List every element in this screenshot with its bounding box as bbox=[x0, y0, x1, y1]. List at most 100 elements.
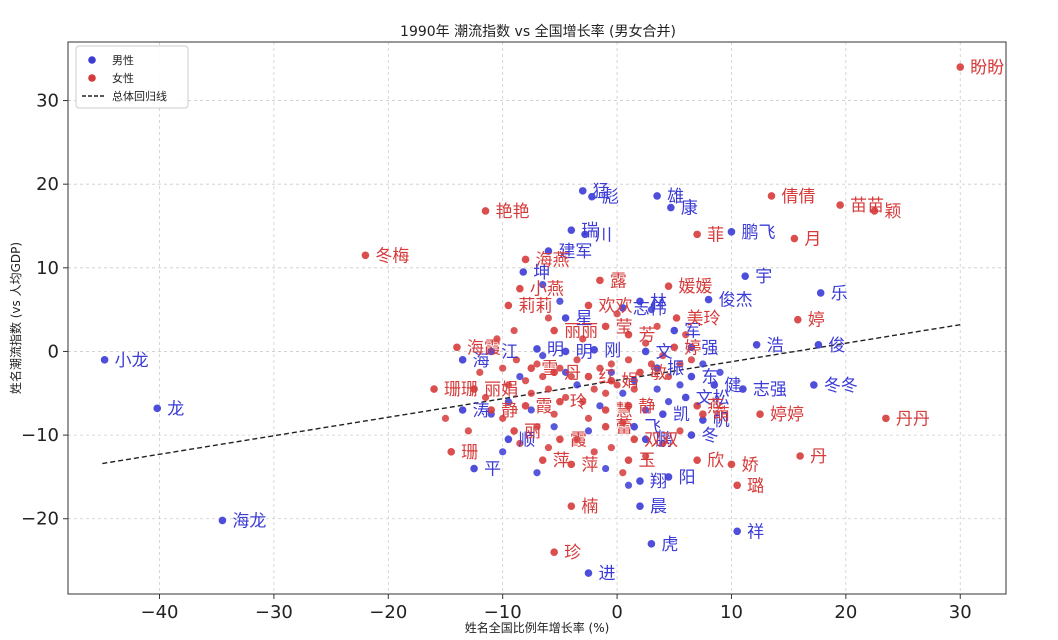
point-label: 盼盼 bbox=[970, 58, 1004, 78]
point-label: 明 bbox=[576, 342, 593, 362]
point-label: 海龙 bbox=[232, 511, 266, 531]
point-label: 婷 bbox=[684, 338, 701, 358]
scatter-point bbox=[516, 372, 524, 381]
point-label: 平 bbox=[484, 460, 501, 480]
point-label: 敏 bbox=[650, 363, 667, 383]
point-label: 丽 bbox=[524, 422, 541, 442]
legend-marker bbox=[88, 74, 96, 82]
x-tick-label: −30 bbox=[255, 602, 293, 623]
scatter-point bbox=[499, 448, 507, 456]
scatter-point bbox=[218, 516, 227, 525]
scatter-point bbox=[630, 377, 638, 385]
point-label: 志强 bbox=[753, 380, 787, 400]
point-label: 丹丹 bbox=[896, 409, 930, 429]
scatter-point bbox=[624, 356, 633, 364]
scatter-point bbox=[516, 439, 524, 448]
scatter-point bbox=[641, 435, 650, 444]
grid bbox=[68, 42, 1006, 594]
point-label: 海 bbox=[473, 351, 490, 371]
point-label: 星 bbox=[576, 309, 593, 329]
point-label: 浩 bbox=[767, 336, 784, 356]
scatter-point bbox=[676, 381, 684, 389]
scatter-point bbox=[556, 364, 564, 372]
point-label: 霞 bbox=[570, 430, 587, 450]
point-label: 丽娟 bbox=[484, 380, 518, 400]
scatter-point bbox=[584, 414, 593, 422]
scatter-point bbox=[727, 460, 736, 469]
scatter-point bbox=[499, 414, 507, 422]
x-tick-label: −20 bbox=[369, 602, 407, 623]
scatter-point bbox=[521, 402, 530, 410]
y-axis-label: 姓名潮流指数 (vs 人均GDP) bbox=[8, 242, 23, 394]
point-label: 娇 bbox=[741, 455, 758, 475]
scatter-point bbox=[556, 397, 564, 406]
scatter-point bbox=[567, 226, 576, 234]
scatter-point bbox=[544, 385, 553, 393]
point-label: 倩倩 bbox=[782, 187, 816, 207]
point-label: 鹏 bbox=[656, 430, 673, 450]
scatter-point bbox=[584, 427, 593, 435]
point-label: 玲 bbox=[570, 393, 587, 413]
scatter-point bbox=[653, 322, 661, 330]
point-label: 健 bbox=[724, 376, 741, 396]
x-tick-label: −10 bbox=[484, 602, 522, 623]
point-label: 红 bbox=[598, 368, 615, 388]
point-label: 艳艳 bbox=[496, 202, 530, 222]
scatter-point bbox=[539, 352, 547, 360]
scatter-point bbox=[882, 414, 890, 423]
scatter-point bbox=[481, 207, 490, 215]
scatter-point bbox=[624, 330, 633, 339]
scatter-point bbox=[447, 448, 456, 456]
point-label: 军 bbox=[684, 322, 701, 342]
scatter-point bbox=[521, 377, 530, 385]
scatter-point bbox=[579, 335, 587, 343]
scatter-point bbox=[619, 389, 627, 397]
scatter-point bbox=[630, 422, 639, 431]
point-label: 龙 bbox=[167, 399, 184, 419]
point-label: 俊杰 bbox=[719, 291, 753, 311]
scatter-point bbox=[584, 301, 593, 310]
point-label: 文 bbox=[656, 342, 673, 362]
scatter-point bbox=[607, 368, 615, 376]
scatter-point bbox=[550, 548, 558, 556]
scatter-point bbox=[533, 423, 541, 431]
scatter-point bbox=[581, 230, 589, 239]
scatter-point bbox=[519, 268, 528, 276]
point-label: 海霞 bbox=[467, 338, 501, 358]
point-label: 霞 bbox=[536, 397, 553, 417]
point-label: 虎 bbox=[661, 535, 678, 555]
scatter-point bbox=[739, 385, 747, 393]
point-label: 婷婷 bbox=[770, 405, 804, 425]
scatter-point bbox=[716, 368, 724, 376]
scatter-point bbox=[590, 448, 598, 456]
point-label: 芳 bbox=[639, 326, 656, 346]
chart-title: 1990年 潮流指数 vs 全国增长率 (男女合并) bbox=[400, 23, 676, 40]
scatter-point bbox=[527, 364, 536, 372]
point-label: 小燕 bbox=[530, 280, 564, 300]
scatter-point bbox=[624, 481, 633, 489]
scatter-point bbox=[590, 385, 598, 393]
scatter-point bbox=[636, 477, 644, 485]
point-label: 丹 bbox=[564, 363, 581, 383]
scatter-point bbox=[624, 402, 633, 410]
scatter-point bbox=[619, 418, 627, 427]
point-label: 林 bbox=[650, 292, 667, 312]
scatter-point bbox=[550, 326, 558, 335]
scatter-point bbox=[567, 372, 575, 381]
scatter-point bbox=[544, 314, 553, 322]
x-tick-label: −40 bbox=[141, 602, 179, 623]
scatter-point bbox=[487, 406, 496, 414]
point-label: 顺 bbox=[518, 430, 535, 450]
point-label: 飞 bbox=[644, 418, 661, 438]
data-points bbox=[100, 63, 965, 577]
scatter-point bbox=[613, 381, 621, 389]
scatter-point bbox=[602, 464, 610, 473]
scatter-point bbox=[601, 406, 610, 414]
scatter-point bbox=[653, 364, 661, 372]
point-label: 萍 bbox=[581, 455, 598, 475]
scatter-point bbox=[636, 297, 644, 306]
scatter-point bbox=[796, 452, 804, 460]
scatter-point bbox=[704, 295, 713, 304]
x-tick-label: 30 bbox=[949, 602, 972, 623]
